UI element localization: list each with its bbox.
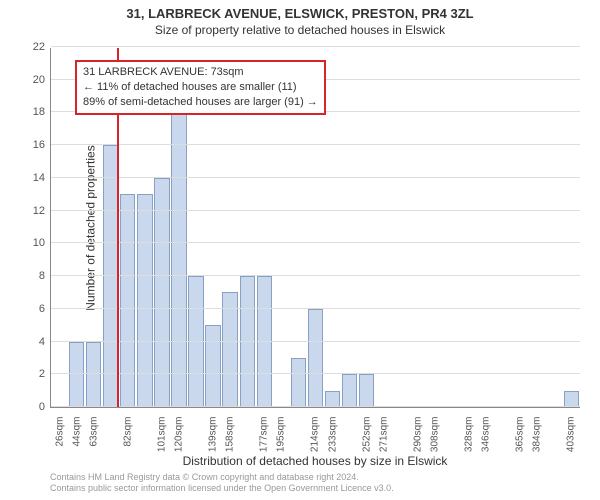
chart-subtitle: Size of property relative to detached ho… [0, 21, 600, 37]
x-tick-label: 308sqm [429, 413, 440, 453]
x-tick-label: 233sqm [327, 413, 338, 453]
histogram-bar [291, 358, 306, 407]
x-tick-label: 63sqm [88, 413, 99, 447]
histogram-bar [205, 325, 220, 407]
y-tick-label: 22 [33, 41, 51, 53]
histogram-bar [325, 391, 340, 407]
x-tick-label: 26sqm [54, 413, 65, 447]
y-tick-label: 6 [39, 303, 51, 315]
footer-line-2: Contains public sector information licen… [50, 483, 394, 494]
x-tick-label: 139sqm [208, 413, 219, 453]
histogram-bar [257, 276, 272, 407]
x-tick-label: 252sqm [361, 413, 372, 453]
y-tick-label: 16 [33, 139, 51, 151]
property-info-box: 31 LARBRECK AVENUE: 73sqm← 11% of detach… [75, 60, 326, 115]
x-tick-label: 214sqm [310, 413, 321, 453]
y-tick-label: 18 [33, 106, 51, 118]
x-tick-label: 120sqm [173, 413, 184, 453]
x-tick-label: 328sqm [464, 413, 475, 453]
bar-slot: 365sqm [512, 48, 529, 407]
histogram-bar [359, 374, 374, 407]
grid-line [51, 406, 580, 407]
grid-line [51, 242, 580, 243]
bar-slot [443, 48, 460, 407]
grid-line [51, 308, 580, 309]
histogram-bar [137, 194, 152, 407]
y-tick-label: 4 [39, 336, 51, 348]
x-tick-label: 384sqm [532, 413, 543, 453]
bar-slot: 290sqm [409, 48, 426, 407]
x-tick-label: 290sqm [412, 413, 423, 453]
histogram-bar [171, 112, 186, 407]
x-tick-label: 101sqm [156, 413, 167, 453]
chart-title: 31, LARBRECK AVENUE, ELSWICK, PRESTON, P… [0, 0, 600, 21]
grid-line [51, 46, 580, 47]
histogram-bar [222, 292, 237, 407]
histogram-bar [120, 194, 135, 407]
bar-slot: 403sqm [563, 48, 580, 407]
y-tick-label: 10 [33, 237, 51, 249]
histogram-bar [240, 276, 255, 407]
bar-slot: 26sqm [51, 48, 68, 407]
bar-slot [341, 48, 358, 407]
bar-slot [495, 48, 512, 407]
bar-slot [546, 48, 563, 407]
bar-slot: 308sqm [426, 48, 443, 407]
footer-line-1: Contains HM Land Registry data © Crown c… [50, 472, 394, 483]
bar-slot: 384sqm [529, 48, 546, 407]
info-box-line: 89% of semi-detached houses are larger (… [83, 95, 318, 110]
grid-line [51, 210, 580, 211]
x-tick-label: 195sqm [276, 413, 287, 453]
attribution-footer: Contains HM Land Registry data © Crown c… [50, 472, 394, 495]
bar-slot [392, 48, 409, 407]
grid-line [51, 341, 580, 342]
x-tick-label: 177sqm [259, 413, 270, 453]
y-tick-label: 12 [33, 205, 51, 217]
chart-area: Number of detached properties 26sqm44sqm… [50, 48, 580, 408]
plot-region: 26sqm44sqm63sqm82sqm101sqm120sqm139sqm15… [50, 48, 580, 408]
bar-slot: 233sqm [324, 48, 341, 407]
bar-slot: 346sqm [478, 48, 495, 407]
bar-slot: 252sqm [358, 48, 375, 407]
histogram-bar [342, 374, 357, 407]
x-tick-label: 82sqm [122, 413, 133, 447]
histogram-bar [308, 309, 323, 407]
y-tick-label: 2 [39, 368, 51, 380]
grid-line [51, 144, 580, 145]
x-tick-label: 44sqm [71, 413, 82, 447]
grid-line [51, 177, 580, 178]
info-box-line: ← 11% of detached houses are smaller (11… [83, 80, 318, 95]
x-tick-label: 271sqm [378, 413, 389, 453]
x-tick-label: 158sqm [225, 413, 236, 453]
y-tick-label: 0 [39, 401, 51, 413]
y-tick-label: 14 [33, 172, 51, 184]
histogram-bar [188, 276, 203, 407]
y-tick-label: 20 [33, 74, 51, 86]
x-axis-title: Distribution of detached houses by size … [183, 454, 448, 468]
x-tick-label: 346sqm [481, 413, 492, 453]
x-tick-label: 403sqm [566, 413, 577, 453]
info-box-line: 31 LARBRECK AVENUE: 73sqm [83, 65, 318, 80]
grid-line [51, 275, 580, 276]
histogram-bar [564, 391, 579, 407]
bar-slot: 328sqm [461, 48, 478, 407]
grid-line [51, 373, 580, 374]
bar-slot: 271sqm [375, 48, 392, 407]
x-tick-label: 365sqm [515, 413, 526, 453]
y-tick-label: 8 [39, 270, 51, 282]
